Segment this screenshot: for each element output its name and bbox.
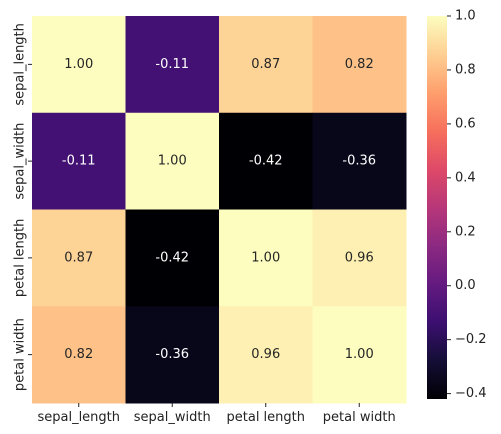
colorbar: −0.4 −0.2 0.0 0.2 0.4 0.6 0.8 1.0	[427, 9, 487, 401]
cell-value-label: 1.00	[251, 250, 280, 265]
y-tick-label: petal length	[13, 219, 28, 298]
heatmap-cell-r1-c3	[312, 112, 407, 210]
y-tick-label: sepal_width	[13, 123, 28, 200]
colorbar-tick-label: 0.4	[455, 170, 476, 185]
cell-value-label: -0.42	[249, 154, 283, 169]
cell-value-label: 0.87	[64, 250, 93, 265]
cell-value-label: 1.00	[158, 154, 187, 169]
heatmap-cell-r0-c2	[219, 16, 313, 114]
heatmap-cell-r1-c0	[32, 112, 126, 210]
cell-value-label: -0.42	[155, 250, 189, 265]
colorbar-tick-label: 0.2	[455, 224, 476, 239]
heatmap-cell-r1-c1	[125, 112, 220, 210]
x-tick-label: sepal_width	[134, 410, 211, 425]
y-tick-label: sepal_length	[13, 23, 28, 106]
cell-value-label: 1.00	[64, 57, 93, 72]
cell-value-label: 0.96	[345, 250, 374, 265]
colorbar-tick-label: 1.0	[455, 9, 476, 24]
heatmap-cell-r3-c1	[125, 306, 220, 404]
y-tick-label: petal width	[13, 318, 28, 391]
heatmap-cell-r2-c1	[125, 209, 220, 307]
cell-value-label: -0.11	[62, 154, 96, 169]
heatmap-cell-r2-c0	[32, 209, 126, 307]
heatmap-cells	[32, 16, 407, 404]
cell-value-label: 1.00	[345, 347, 374, 362]
colorbar-tick-label: 0.6	[455, 116, 476, 131]
heatmap-cell-r2-c2	[219, 209, 313, 307]
heatmap-cell-r3-c2	[219, 306, 313, 404]
heatmap-cell-r0-c3	[312, 16, 407, 114]
x-tick-label: petal width	[323, 410, 396, 425]
cell-value-label: -0.36	[342, 154, 376, 169]
colorbar-tick-label: −0.2	[455, 332, 487, 347]
heatmap-cell-labels: 1.00 -0.11 0.87 0.82 -0.11 1.00 -0.42 -0.36 0.87…	[62, 57, 376, 362]
cell-value-label: 0.87	[251, 57, 280, 72]
heatmap-cell-r2-c3	[312, 209, 407, 307]
heatmap-cell-r3-c3	[312, 306, 407, 404]
x-tick-label: sepal_length	[37, 410, 120, 425]
x-tick-label: petal length	[227, 410, 306, 425]
heatmap-cell-r1-c2	[219, 112, 313, 210]
cell-value-label: 0.82	[64, 347, 93, 362]
cell-value-label: -0.11	[155, 57, 189, 72]
x-axis: sepal_length sepal_width petal length petal…	[37, 403, 396, 425]
cell-value-label: 0.96	[251, 347, 280, 362]
cell-value-label: -0.36	[155, 347, 189, 362]
heatmap-cell-r0-c0	[32, 16, 126, 114]
colorbar-tick-label: 0.8	[455, 62, 476, 77]
cell-value-label: 0.82	[345, 57, 374, 72]
colorbar-gradient	[427, 16, 447, 399]
heatmap-cell-r0-c1	[125, 16, 220, 114]
colorbar-tick-label: −0.4	[455, 386, 487, 401]
heatmap-cell-r3-c0	[32, 306, 126, 404]
colorbar-tick-label: 0.0	[455, 278, 476, 293]
